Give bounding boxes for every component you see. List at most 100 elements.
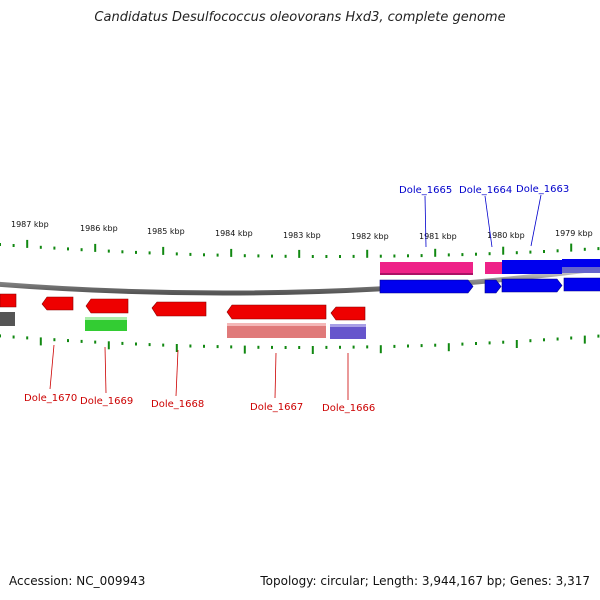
- minor-tick: [597, 247, 600, 251]
- minor-tick: [529, 339, 532, 343]
- minor-tick: [529, 250, 532, 254]
- minor-tick: [203, 344, 205, 348]
- minor-tick: [148, 251, 151, 255]
- gene-arrow-dole-1669[interactable]: [85, 298, 129, 314]
- minor-tick: [53, 338, 56, 342]
- gene-arrow-dole-1670[interactable]: [41, 296, 74, 311]
- minor-tick: [53, 246, 56, 250]
- major-tick: [175, 344, 178, 352]
- minor-tick: [461, 342, 464, 346]
- major-tick: [570, 243, 573, 252]
- minor-tick: [243, 254, 246, 258]
- gene-arrow-dole-1667[interactable]: [226, 304, 327, 320]
- minor-tick: [216, 253, 219, 257]
- minor-tick: [502, 340, 505, 344]
- minor-tick: [543, 338, 545, 342]
- minor-tick: [420, 344, 423, 348]
- minor-tick: [597, 334, 600, 338]
- gene-arrow-dole-1668[interactable]: [151, 301, 207, 317]
- minor-tick: [434, 343, 437, 347]
- genome-summary-text: Topology: circular; Length: 3,944,167 bp…: [260, 574, 590, 588]
- minor-tick: [475, 252, 477, 256]
- minor-tick: [366, 345, 369, 349]
- major-tick: [243, 345, 246, 354]
- minor-tick: [12, 335, 15, 339]
- minor-tick: [26, 336, 29, 340]
- gene-arrow-edge[interactable]: [0, 293, 17, 308]
- genome-backbone: [0, 266, 600, 296]
- kbp-label: 1981 kbp: [419, 232, 457, 241]
- minor-tick: [135, 342, 137, 346]
- minor-tick: [0, 243, 1, 246]
- major-tick: [298, 249, 301, 258]
- major-tick: [379, 345, 382, 354]
- minor-tick: [175, 252, 178, 256]
- feature-bar-1664[interactable]: [485, 262, 502, 274]
- outer-ruler: [0, 239, 600, 258]
- minor-tick: [80, 339, 83, 343]
- gene-label-dole-1668[interactable]: Dole_1668: [151, 399, 204, 410]
- major-tick: [311, 346, 314, 354]
- gene-arrow-dole-1663[interactable]: [501, 278, 563, 293]
- major-tick: [583, 335, 586, 344]
- minor-tick: [67, 247, 69, 251]
- minor-tick: [216, 345, 219, 349]
- minor-tick: [393, 344, 396, 348]
- minor-tick: [583, 247, 586, 251]
- minor-tick: [570, 336, 573, 340]
- major-tick: [366, 249, 369, 258]
- kbp-label: 1979 kbp: [555, 229, 593, 238]
- minor-tick: [0, 334, 1, 338]
- minor-tick: [543, 250, 545, 253]
- minor-tick: [407, 344, 409, 348]
- minor-tick: [148, 343, 151, 347]
- major-tick: [162, 246, 165, 255]
- gene-arrow-dole-1666[interactable]: [330, 306, 366, 321]
- major-tick: [230, 248, 233, 257]
- gene-arrow-dole-1665[interactable]: [379, 279, 474, 294]
- minor-tick: [325, 255, 328, 258]
- major-tick: [107, 341, 110, 350]
- gene-label-dole-1670[interactable]: Dole_1670: [24, 393, 77, 404]
- gene-label-dole-1665[interactable]: Dole_1665: [399, 185, 452, 196]
- gene-label-dole-1664[interactable]: Dole_1664: [459, 185, 512, 196]
- major-tick: [39, 337, 42, 346]
- major-tick: [515, 340, 518, 348]
- gene-arrow-dole-1664[interactable]: [484, 279, 502, 294]
- minor-tick: [271, 254, 273, 258]
- feature-bar-1669[interactable]: [85, 317, 127, 331]
- minor-tick: [407, 254, 409, 258]
- inner-ruler: [0, 334, 600, 354]
- minor-tick: [80, 248, 83, 252]
- minor-tick: [271, 345, 273, 349]
- minor-tick: [515, 251, 518, 255]
- kbp-label: 1987 kbp: [11, 220, 49, 229]
- minor-tick: [284, 346, 287, 349]
- genome-title: Candidatus Desulfococcus oleovorans Hxd3…: [94, 10, 506, 25]
- minor-tick: [12, 244, 15, 247]
- major-tick: [434, 248, 437, 257]
- gene-label-dole-1667[interactable]: Dole_1667: [250, 402, 303, 413]
- feature-bar-1665[interactable]: [380, 262, 473, 275]
- gene-label-dole-1663[interactable]: Dole_1663: [516, 184, 569, 195]
- feature-bar-1663[interactable]: [502, 260, 562, 274]
- minor-tick: [121, 250, 124, 254]
- minor-tick: [162, 343, 165, 347]
- feature-bar-1666[interactable]: [330, 324, 366, 339]
- minor-tick: [39, 245, 42, 249]
- gene-label-dole-1666[interactable]: Dole_1666: [322, 403, 375, 414]
- minor-tick: [311, 255, 314, 258]
- minor-tick: [339, 255, 341, 258]
- feature-bar-1667[interactable]: [227, 323, 326, 338]
- minor-tick: [67, 339, 69, 343]
- minor-tick: [189, 252, 192, 256]
- kbp-label: 1985 kbp: [147, 227, 185, 236]
- feature-bar-edge[interactable]: [0, 312, 15, 326]
- gene-label-dole-1669[interactable]: Dole_1669: [80, 396, 133, 407]
- minor-tick: [352, 254, 355, 258]
- kbp-label: 1982 kbp: [351, 232, 389, 241]
- gene-arrow-next[interactable]: [563, 277, 600, 292]
- minor-tick: [447, 253, 450, 257]
- accession-text: Accession: NC_009943: [9, 574, 146, 588]
